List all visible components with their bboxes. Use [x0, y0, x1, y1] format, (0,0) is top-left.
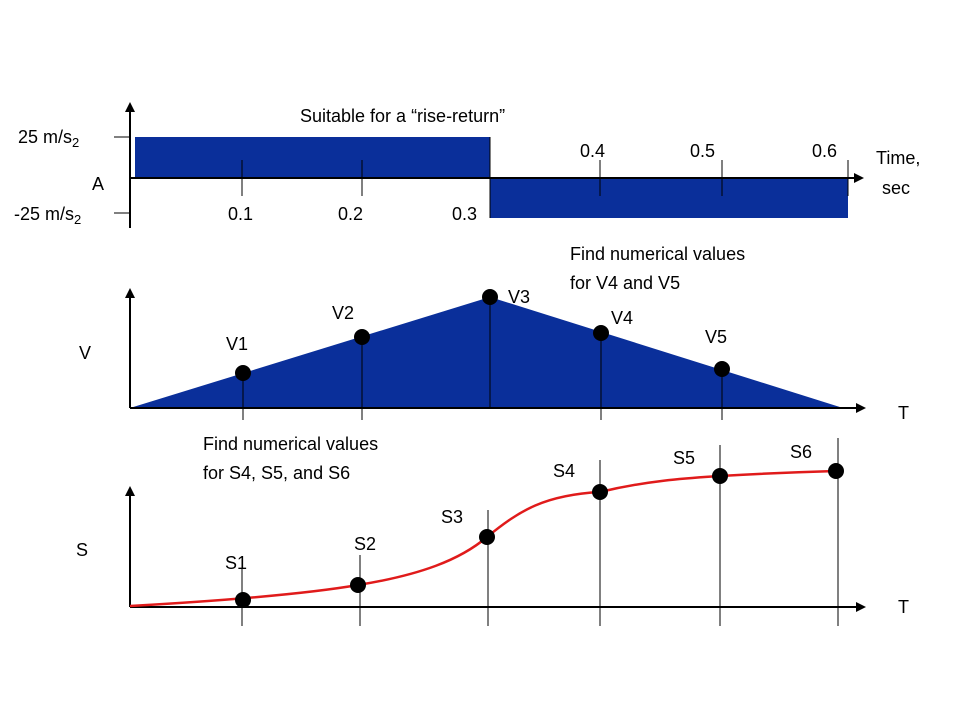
tick-label: 0.6 — [812, 141, 837, 161]
x-label: Time, — [876, 148, 920, 168]
point-label: V5 — [705, 327, 727, 347]
acceleration-plot: Suitable for a “rise-return” 25 m/s2 A -… — [14, 102, 920, 228]
point-label: S1 — [225, 553, 247, 573]
tick-label: 0.1 — [228, 204, 253, 224]
note: for S4, S5, and S6 — [203, 463, 350, 483]
point-label: S5 — [673, 448, 695, 468]
point-label: S6 — [790, 442, 812, 462]
note: Find numerical values — [570, 244, 745, 264]
negative-acceleration — [490, 178, 848, 218]
point-label: V3 — [508, 287, 530, 307]
displacement-plot: S1 S2 S3 S4 S5 S6 S T Find numerical val… — [76, 434, 909, 626]
x-label: T — [898, 403, 909, 423]
y-bottom-label: -25 m/s2 — [14, 204, 81, 227]
note: Find numerical values — [203, 434, 378, 454]
note: for V4 and V5 — [570, 273, 680, 293]
y-label: V — [79, 343, 91, 363]
tick-lines — [241, 137, 849, 218]
y-label: S — [76, 540, 88, 560]
points — [235, 289, 730, 381]
x-label: sec — [882, 178, 910, 198]
tick-label: 0.4 — [580, 141, 605, 161]
tick-label: 0.3 — [452, 204, 477, 224]
tick-label: 0.2 — [338, 204, 363, 224]
y-top-label: 25 m/s2 — [18, 127, 79, 150]
point-label: S4 — [553, 461, 575, 481]
tick-label: 0.5 — [690, 141, 715, 161]
y-label: A — [92, 174, 104, 194]
positive-acceleration — [135, 137, 490, 178]
velocity-plot: V1 V2 V3 V4 V5 V T Find numerical values… — [79, 244, 909, 423]
point-label: S3 — [441, 507, 463, 527]
point-label: V2 — [332, 303, 354, 323]
points — [235, 463, 844, 608]
point-label: V4 — [611, 308, 633, 328]
x-label: T — [898, 597, 909, 617]
title: Suitable for a “rise-return” — [300, 106, 505, 126]
point-label: V1 — [226, 334, 248, 354]
point-label: S2 — [354, 534, 376, 554]
velocity-area — [130, 297, 843, 408]
